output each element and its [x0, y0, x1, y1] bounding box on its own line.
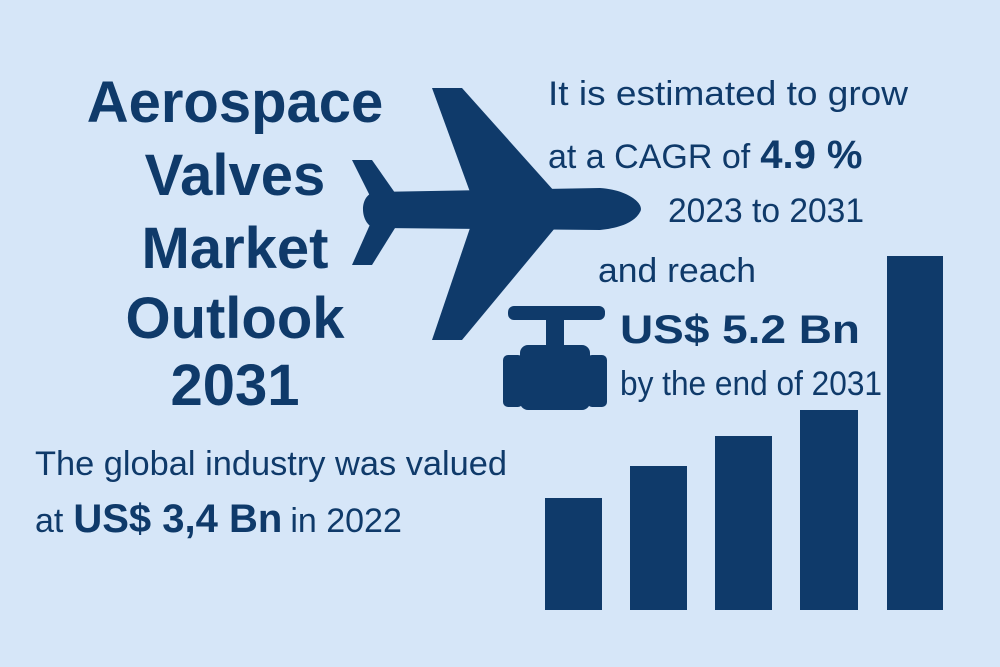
- baseline-text: in 2022: [290, 502, 402, 540]
- title-line: Aerospace: [87, 70, 384, 135]
- baseline-value: US$ 3,4 Bn: [73, 497, 282, 541]
- period: 2023 to 2031: [668, 192, 864, 230]
- baseline-text: at US$ 3,4 Bn in 2022: [35, 497, 402, 541]
- title-line: Valves: [145, 143, 326, 208]
- title-line: 2031: [170, 353, 299, 418]
- growth-text: and reach: [598, 252, 756, 290]
- valve-icon: [503, 306, 607, 410]
- growth-text: by the end of 2031: [620, 365, 882, 403]
- cagr-value: 4.9 %: [760, 133, 862, 177]
- growth-text: at a CAGR of: [548, 138, 751, 176]
- baseline-text: at: [35, 502, 64, 540]
- title-line: Outlook: [125, 286, 345, 351]
- baseline-text: The global industry was valued: [35, 445, 507, 483]
- title-line: Market: [142, 216, 329, 281]
- target-value: US$ 5.2 Bn: [620, 308, 860, 352]
- decorative-bars: [545, 256, 943, 610]
- growth-text: It is estimated to grow: [548, 75, 908, 113]
- airplane-icon: [352, 88, 641, 340]
- growth-text: at a CAGR of 4.9 %: [548, 133, 863, 177]
